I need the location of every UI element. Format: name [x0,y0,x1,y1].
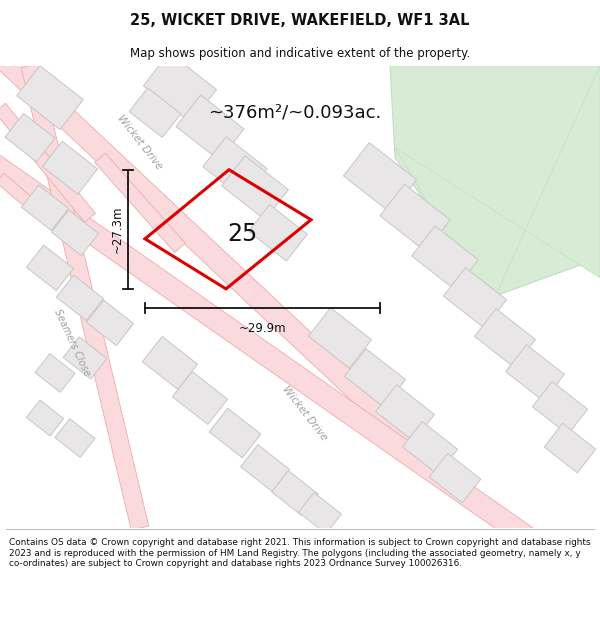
Polygon shape [52,210,98,256]
Polygon shape [395,66,600,308]
Polygon shape [532,381,587,434]
Polygon shape [0,103,95,222]
Text: ~27.3m: ~27.3m [111,206,124,253]
Polygon shape [412,226,478,290]
Text: 25, WICKET DRIVE, WAKEFIELD, WF1 3AL: 25, WICKET DRIVE, WAKEFIELD, WF1 3AL [130,13,470,28]
Text: Wicket Drive: Wicket Drive [281,384,329,442]
Polygon shape [26,245,74,291]
Polygon shape [172,371,227,424]
Text: ~376m²/~0.093ac.: ~376m²/~0.093ac. [208,104,382,122]
Polygon shape [22,185,68,231]
Polygon shape [21,64,149,530]
Polygon shape [5,114,55,162]
Polygon shape [506,345,565,401]
Text: Map shows position and indicative extent of the property.: Map shows position and indicative extent… [130,48,470,60]
Text: ~29.9m: ~29.9m [239,322,286,335]
Polygon shape [272,471,318,516]
Polygon shape [0,19,458,486]
Polygon shape [299,492,341,534]
Polygon shape [86,300,134,346]
Polygon shape [203,137,267,199]
Polygon shape [343,142,416,212]
Polygon shape [63,337,107,379]
Polygon shape [241,445,289,491]
Polygon shape [142,336,197,389]
Polygon shape [55,419,95,457]
Polygon shape [176,95,244,161]
Text: 25: 25 [227,222,258,246]
Polygon shape [376,385,434,441]
Polygon shape [95,153,185,252]
Polygon shape [35,354,75,392]
Text: Wicket Drive: Wicket Drive [116,114,164,172]
Polygon shape [43,141,98,194]
Polygon shape [475,309,535,367]
Polygon shape [429,453,481,503]
Polygon shape [344,349,406,407]
Polygon shape [0,139,600,598]
Polygon shape [380,184,450,251]
Polygon shape [390,66,600,298]
Polygon shape [56,275,104,321]
Polygon shape [248,204,307,261]
Text: Contains OS data © Crown copyright and database right 2021. This information is : Contains OS data © Crown copyright and d… [9,538,590,568]
Polygon shape [544,423,596,473]
Polygon shape [129,88,181,138]
Polygon shape [0,173,74,242]
Text: Seamers Close: Seamers Close [52,308,92,378]
Polygon shape [403,421,458,474]
Polygon shape [209,408,261,458]
Polygon shape [17,66,83,129]
Polygon shape [221,156,289,220]
Polygon shape [26,400,64,436]
Polygon shape [443,268,506,328]
Polygon shape [308,308,371,368]
Polygon shape [143,52,217,122]
